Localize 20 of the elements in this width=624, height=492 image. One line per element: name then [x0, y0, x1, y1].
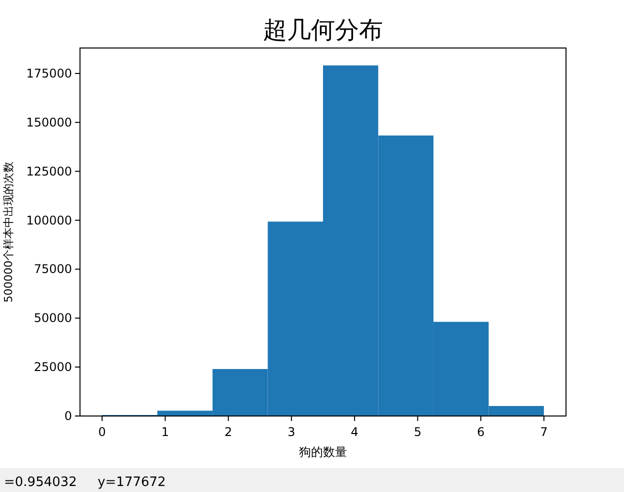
y-tick-label: 150000 [26, 115, 72, 130]
y-tick-label: 25000 [34, 360, 72, 374]
y-tick-label: 50000 [34, 311, 72, 326]
x-tick-label: 3 [288, 425, 296, 439]
text: =0.954032 y=177672 [4, 475, 166, 490]
x-tick-label: 5 [414, 425, 422, 439]
y-tick-label: 75000 [34, 262, 72, 276]
y-tick-label: 175000 [26, 66, 72, 80]
y-tick-label: 125000 [26, 164, 72, 178]
x-axis-title: 狗的数量 [299, 445, 347, 459]
y-tick-label: 0 [64, 409, 72, 423]
x-tick-label: 0 [98, 425, 106, 439]
chart-title: 超几何分布 [263, 16, 383, 44]
y-tick-label: 100000 [26, 213, 72, 228]
x-tick-label: 7 [540, 425, 548, 439]
x-tick-label: 1 [161, 425, 170, 439]
y-axis-title: 500000个样本中出现的次数 [2, 162, 15, 302]
x-tick-label: 2 [224, 425, 232, 439]
x-tick-label: 6 [476, 425, 485, 439]
x-tick-label: 4 [350, 425, 358, 439]
